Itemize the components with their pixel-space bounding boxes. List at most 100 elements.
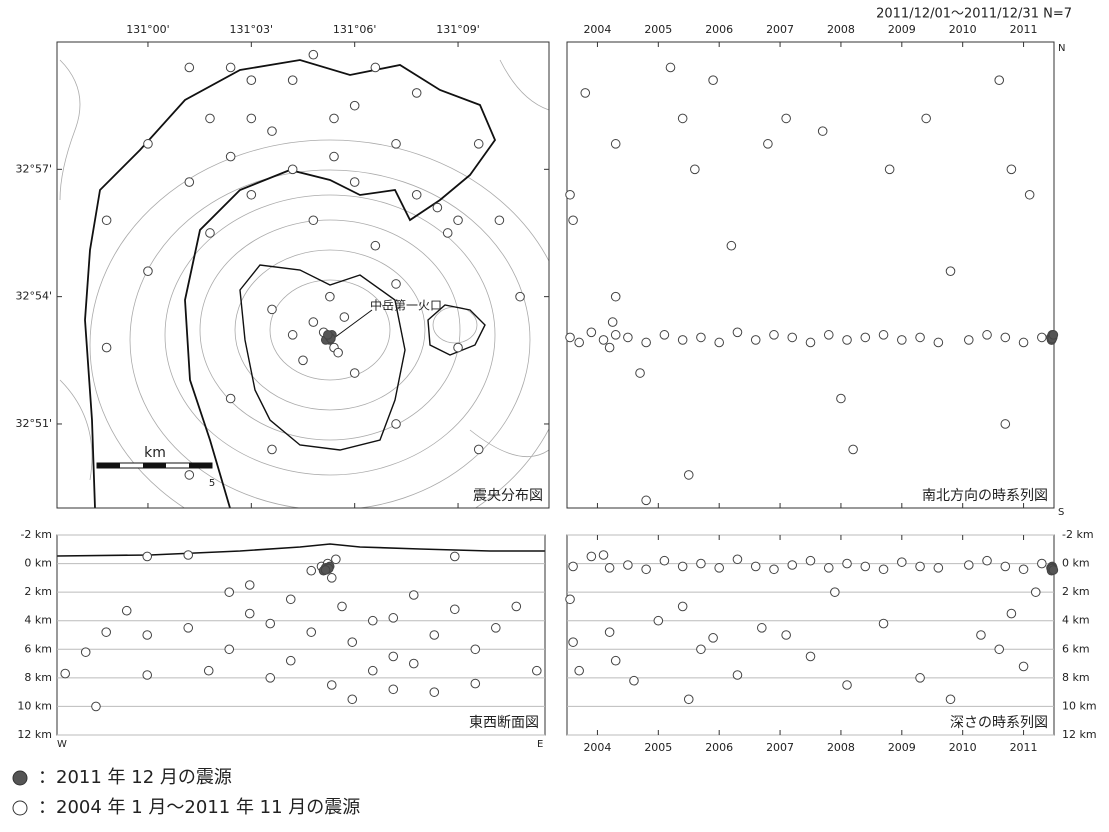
panel-label: 南北方向の時系列図 xyxy=(922,488,1048,504)
edge-label: N xyxy=(1058,43,1065,54)
data-point xyxy=(610,655,621,666)
data-point xyxy=(823,563,834,573)
data-point xyxy=(347,637,358,647)
data-point xyxy=(878,618,889,629)
data-point xyxy=(757,623,767,633)
data-point xyxy=(945,694,956,705)
y-tick-label: 2 km xyxy=(24,585,52,598)
data-point xyxy=(91,701,101,712)
x-tick-label: 131°03' xyxy=(230,23,274,36)
data-point xyxy=(244,608,255,619)
data-point xyxy=(994,75,1005,85)
data-point xyxy=(994,644,1005,655)
panel-label: 東西断面図 xyxy=(469,715,539,731)
data-point xyxy=(287,164,298,175)
data-point xyxy=(708,633,718,643)
data-point xyxy=(323,330,333,340)
data-point xyxy=(982,555,992,566)
data-point xyxy=(598,550,609,560)
data-point xyxy=(308,49,319,60)
data-point xyxy=(860,561,871,572)
data-point xyxy=(732,554,743,565)
data-point xyxy=(60,668,71,679)
data-point xyxy=(515,291,525,302)
data-point xyxy=(320,565,331,575)
x-tick-label: 2004 xyxy=(583,23,611,36)
legend-label: ：2011 年 12 月の震源 xyxy=(38,767,232,788)
data-point xyxy=(641,564,651,575)
data-point xyxy=(326,573,337,583)
data-point xyxy=(653,615,664,626)
data-point xyxy=(367,615,378,626)
data-point xyxy=(267,304,277,315)
data-point xyxy=(408,658,419,669)
data-point xyxy=(659,330,670,340)
data-point xyxy=(915,561,925,572)
scale-bar xyxy=(96,462,213,469)
y-tick-label: 4 km xyxy=(24,614,52,627)
data-point xyxy=(1000,419,1011,429)
data-point xyxy=(142,670,153,680)
scale-length: 5 xyxy=(209,478,215,489)
data-point xyxy=(1006,164,1017,175)
data-point xyxy=(287,75,298,85)
data-point xyxy=(805,555,816,566)
data-point xyxy=(787,332,798,343)
edge-label: W xyxy=(57,739,67,750)
data-point xyxy=(370,62,381,73)
x-tick-label: 2008 xyxy=(827,741,855,754)
data-point xyxy=(568,561,578,572)
data-point xyxy=(610,139,621,149)
data-point xyxy=(391,139,401,149)
panel-label: 震央分布図 xyxy=(473,488,543,504)
data-point xyxy=(339,312,350,322)
x-tick-label: 131°06' xyxy=(333,23,377,36)
data-point xyxy=(586,327,597,338)
data-point xyxy=(623,332,633,343)
data-point xyxy=(449,551,460,562)
data-point xyxy=(246,75,257,85)
data-point xyxy=(349,368,360,378)
x-tick-label: 2009 xyxy=(888,741,916,754)
y-tick-label: 32°51' xyxy=(15,417,52,430)
data-point xyxy=(285,594,296,605)
data-point xyxy=(449,604,460,615)
data-point xyxy=(101,342,112,353)
data-point xyxy=(432,202,443,213)
data-point xyxy=(568,637,578,647)
data-point xyxy=(677,335,688,345)
data-point xyxy=(842,335,852,345)
x-tick-label: 2008 xyxy=(827,23,855,36)
data-point xyxy=(347,694,358,705)
data-point xyxy=(391,279,401,289)
data-point xyxy=(635,368,645,378)
data-point xyxy=(683,470,694,480)
data-point xyxy=(1000,561,1011,572)
x-tick-label: 2007 xyxy=(766,741,794,754)
data-point xyxy=(1030,587,1041,597)
data-point xyxy=(781,113,791,124)
y-tick-label: 32°54' xyxy=(15,290,52,303)
data-point xyxy=(184,470,195,480)
data-point xyxy=(490,623,501,633)
data-point xyxy=(565,332,575,343)
y-tick-label: 6 km xyxy=(24,642,52,655)
figure-title: 2011/12/01～2011/12/31 N=7 xyxy=(876,7,1072,22)
data-point xyxy=(224,644,235,655)
legend-swatch xyxy=(12,800,28,816)
data-point xyxy=(805,651,816,662)
data-point xyxy=(388,613,399,623)
data-point xyxy=(370,240,381,251)
data-point xyxy=(836,393,846,404)
data-point xyxy=(306,627,317,637)
data-point xyxy=(878,330,889,340)
data-point xyxy=(732,670,743,680)
y-tick-label: 2 km xyxy=(1062,585,1090,598)
data-point xyxy=(848,444,858,455)
data-point xyxy=(1048,330,1059,340)
data-point xyxy=(963,560,974,570)
panel-frame xyxy=(56,534,546,736)
x-tick-label: 2005 xyxy=(644,23,672,36)
data-point xyxy=(101,627,112,637)
data-point xyxy=(629,675,639,686)
